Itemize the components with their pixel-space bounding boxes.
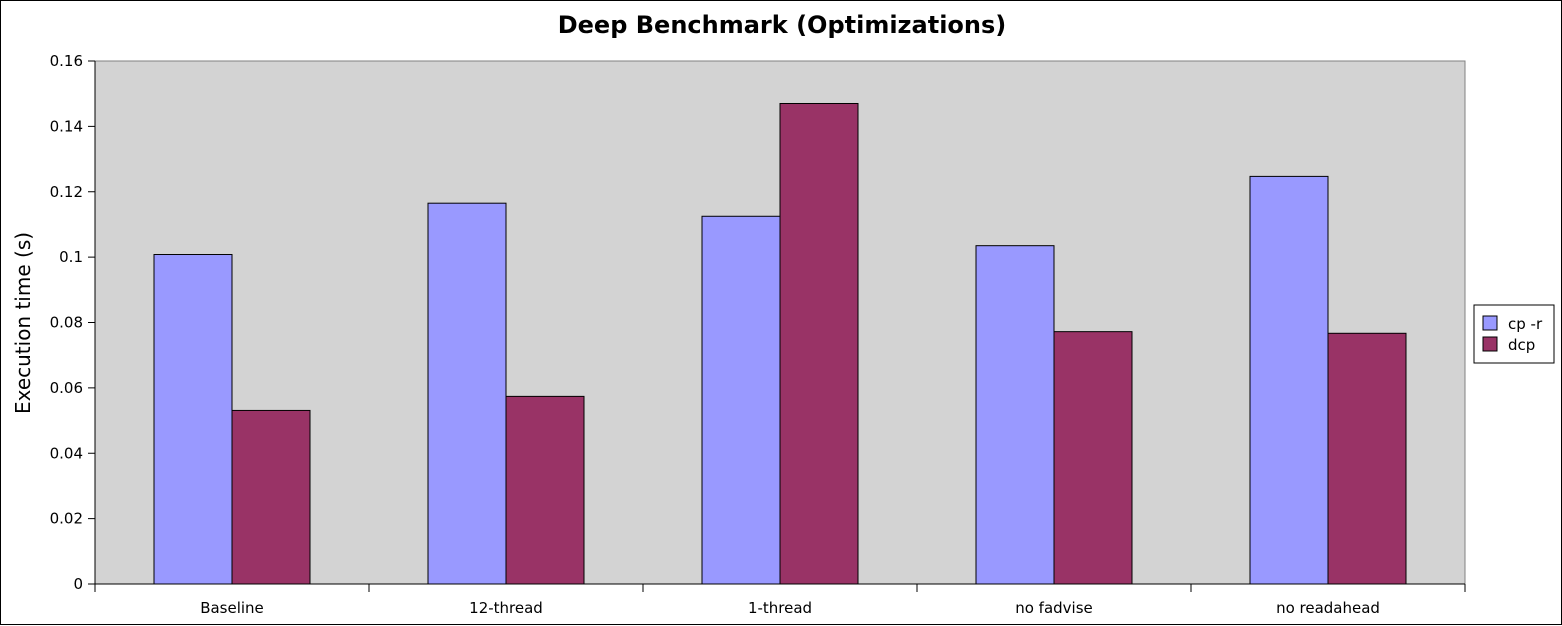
x-tick-label: 12-thread: [469, 599, 543, 617]
bar-dcp-1-thread: [779, 102, 859, 585]
bar-cp-r-no-readahead: [1249, 175, 1329, 585]
bar-dcp-baseline: [231, 409, 311, 585]
y-tick-label: 0.12: [50, 183, 83, 201]
x-tick-label: no fadvise: [1015, 599, 1093, 617]
y-tick-label: 0: [73, 575, 83, 593]
y-tick-label: 0.02: [50, 510, 83, 528]
x-tick-label: Baseline: [200, 599, 264, 617]
y-tick-label: 0.16: [50, 52, 83, 70]
legend-box: [1473, 304, 1555, 364]
bar-cp-r-no-fadvise: [975, 245, 1055, 585]
legend: cp -r dcp: [1473, 304, 1555, 364]
x-tick-label: no readahead: [1276, 599, 1380, 617]
y-tick-label: 0.04: [50, 444, 83, 462]
bar-dcp-no-fadvise: [1053, 331, 1133, 585]
legend-swatch-dcp: [1482, 336, 1498, 352]
x-tick-label: 1-thread: [748, 599, 812, 617]
bars-layer: [153, 102, 1407, 585]
chart-title: Deep Benchmark (Optimizations): [558, 11, 1007, 39]
legend-label-cp-r: cp -r: [1508, 315, 1543, 333]
y-axis-title: Execution time (s): [11, 232, 35, 414]
legend-swatch-cp-r: [1482, 315, 1498, 331]
bar-dcp-12-thread: [505, 395, 585, 585]
y-tick-label: 0.1: [59, 248, 83, 266]
y-tick-label: 0.14: [50, 117, 83, 135]
y-tick-label: 0.08: [50, 314, 83, 332]
axes-layer: Baseline 12-thread 1-thread no fadvise no re…: [50, 52, 1466, 617]
y-tick-label: 0.06: [50, 379, 83, 397]
bar-cp-r-12-thread: [427, 202, 507, 585]
legend-label-dcp: dcp: [1508, 336, 1535, 354]
bar-cp-r-1-thread: [701, 215, 781, 585]
bar-cp-r-baseline: [153, 254, 233, 585]
bar-dcp-no-readahead: [1327, 332, 1407, 585]
